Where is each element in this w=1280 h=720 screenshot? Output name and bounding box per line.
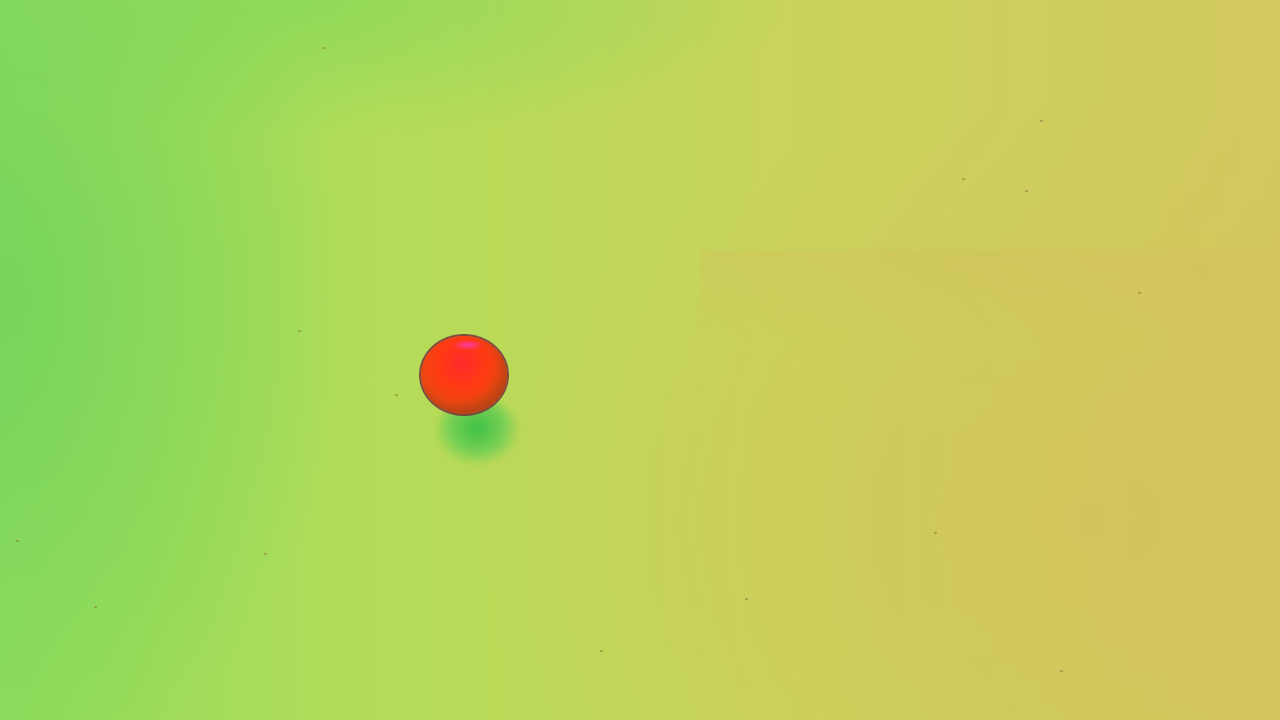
speck [962, 178, 965, 180]
speck [934, 532, 937, 534]
speck [264, 553, 267, 555]
surface-band [700, 250, 1280, 340]
speck [16, 540, 19, 542]
ball-highlight [453, 340, 483, 350]
speck [600, 650, 603, 652]
speck [1025, 190, 1028, 192]
speck [322, 47, 325, 49]
speck [1060, 670, 1063, 672]
speck [395, 394, 398, 396]
speck [298, 330, 301, 332]
speck [1138, 292, 1141, 294]
speck [745, 598, 748, 600]
speck [1040, 120, 1043, 122]
speck [94, 606, 97, 608]
